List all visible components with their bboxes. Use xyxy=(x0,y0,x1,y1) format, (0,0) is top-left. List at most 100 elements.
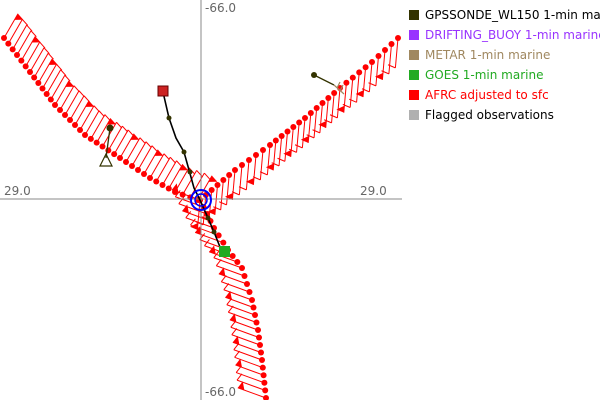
legend-item[interactable]: METAR 1-min marine xyxy=(409,45,550,65)
wind-barb xyxy=(259,149,264,180)
wind-barb xyxy=(213,257,243,269)
wind-barb xyxy=(394,37,399,68)
wind-barb xyxy=(218,273,248,285)
legend-label: GPSSONDE_WL150 1-min mar xyxy=(425,8,600,22)
legend: GPSSONDE_WL150 1-min mar DRIFTING_BUOY 1-… xyxy=(402,0,600,400)
legend-item[interactable]: Flagged observations xyxy=(409,105,554,125)
wind-barb xyxy=(50,75,66,100)
wind-barb-feather xyxy=(47,52,54,60)
track-dot xyxy=(239,162,245,168)
track-dot xyxy=(234,259,241,265)
track-dot xyxy=(252,312,258,318)
track-dot xyxy=(260,147,266,153)
sonde-surface-marker xyxy=(99,124,114,167)
wind-barb xyxy=(7,19,23,44)
wind-barb-flag xyxy=(154,149,164,156)
legend-item[interactable]: GOES 1-min marine xyxy=(409,65,543,85)
wind-barb-feather xyxy=(349,98,357,103)
track-dot xyxy=(129,163,135,169)
wind-barb-feather xyxy=(294,144,303,149)
wind-barb-feather xyxy=(21,19,29,26)
wind-barb xyxy=(381,49,386,80)
wind-barb-flag xyxy=(107,118,117,125)
wind-barb-flag xyxy=(14,13,24,20)
wind-barb-flag xyxy=(225,290,232,300)
track-dot xyxy=(159,182,166,188)
track-dot xyxy=(256,334,262,341)
track-dot xyxy=(123,159,129,165)
wind-barb xyxy=(54,80,70,106)
wind-barb xyxy=(84,110,100,136)
wind-barb-feather xyxy=(43,47,50,55)
longitude-label-top: -66.0 xyxy=(205,1,236,15)
track-dot xyxy=(9,46,16,53)
wind-barb-feather xyxy=(203,172,211,180)
track-dot xyxy=(39,85,46,92)
wind-barb-feather xyxy=(236,373,243,381)
wind-barb xyxy=(229,319,259,331)
wind-barb xyxy=(59,85,75,111)
wind-barb-flag xyxy=(235,358,242,368)
wind-barb xyxy=(228,311,257,323)
wind-barb xyxy=(131,141,147,167)
wind-barb xyxy=(235,364,264,376)
wind-barb xyxy=(107,125,123,151)
wind-barb xyxy=(162,160,177,186)
wind-barb-feather xyxy=(361,88,370,93)
wind-barb xyxy=(69,95,85,121)
map-plot[interactable]: -66.0 -66.0 29.0 29.0 xyxy=(0,0,402,400)
wind-barb-feather xyxy=(271,162,280,167)
wind-barb-flag xyxy=(179,164,189,171)
track-dot xyxy=(47,96,54,103)
track-dot xyxy=(249,297,255,303)
wind-barb-feather xyxy=(234,350,240,358)
wind-barb xyxy=(185,217,215,229)
legend-item[interactable]: DRIFTING_BUOY 1-min marine xyxy=(409,25,600,45)
track-dot xyxy=(244,281,250,287)
track-dot xyxy=(72,122,78,128)
wind-barb-feather xyxy=(116,121,123,129)
track-dot xyxy=(246,289,253,295)
wind-barb-feather xyxy=(145,141,152,149)
wind-barb xyxy=(325,97,329,128)
wind-barb-feather xyxy=(306,134,315,139)
track-dot xyxy=(62,112,68,118)
track-dot xyxy=(208,187,215,193)
track-dot xyxy=(215,232,222,239)
legend-item[interactable]: AFRC adjusted to sfc xyxy=(409,85,549,105)
track-dot xyxy=(255,327,261,333)
legend-swatch xyxy=(409,10,419,20)
wind-barb xyxy=(349,77,354,108)
wind-barb-flag xyxy=(283,149,292,157)
track-dot xyxy=(278,133,285,139)
wind-barb-flag xyxy=(207,207,216,215)
wind-barb xyxy=(375,55,379,86)
wind-barb-feather xyxy=(178,197,185,205)
track-dot xyxy=(87,135,94,142)
wind-barb xyxy=(143,149,159,175)
legend-item[interactable]: GPSSONDE_WL150 1-min mar xyxy=(409,5,600,25)
track-dot xyxy=(27,69,33,75)
legend-swatch xyxy=(409,90,419,100)
track-dot xyxy=(22,63,29,70)
wind-barb xyxy=(234,356,263,369)
wind-barb-feather xyxy=(64,74,71,82)
track-dot xyxy=(35,80,42,86)
legend-swatch xyxy=(409,70,419,80)
track-dot xyxy=(382,47,388,53)
track-dot xyxy=(246,157,252,163)
track-dot xyxy=(14,52,20,58)
track-dot xyxy=(172,189,178,195)
wind-barb-feather xyxy=(231,328,238,336)
wind-barb-feather xyxy=(121,125,129,133)
wind-barb-flag xyxy=(31,36,41,43)
legend-swatch xyxy=(409,50,419,60)
track-dot xyxy=(179,191,186,198)
wind-barb xyxy=(137,145,153,171)
legend-swatch xyxy=(409,110,419,120)
wind-barb xyxy=(301,117,306,148)
goes-observation-marker xyxy=(219,246,230,257)
wind-barb-flag xyxy=(85,100,95,107)
wind-barb-feather xyxy=(174,190,181,198)
wind-barb-feather xyxy=(387,64,396,69)
